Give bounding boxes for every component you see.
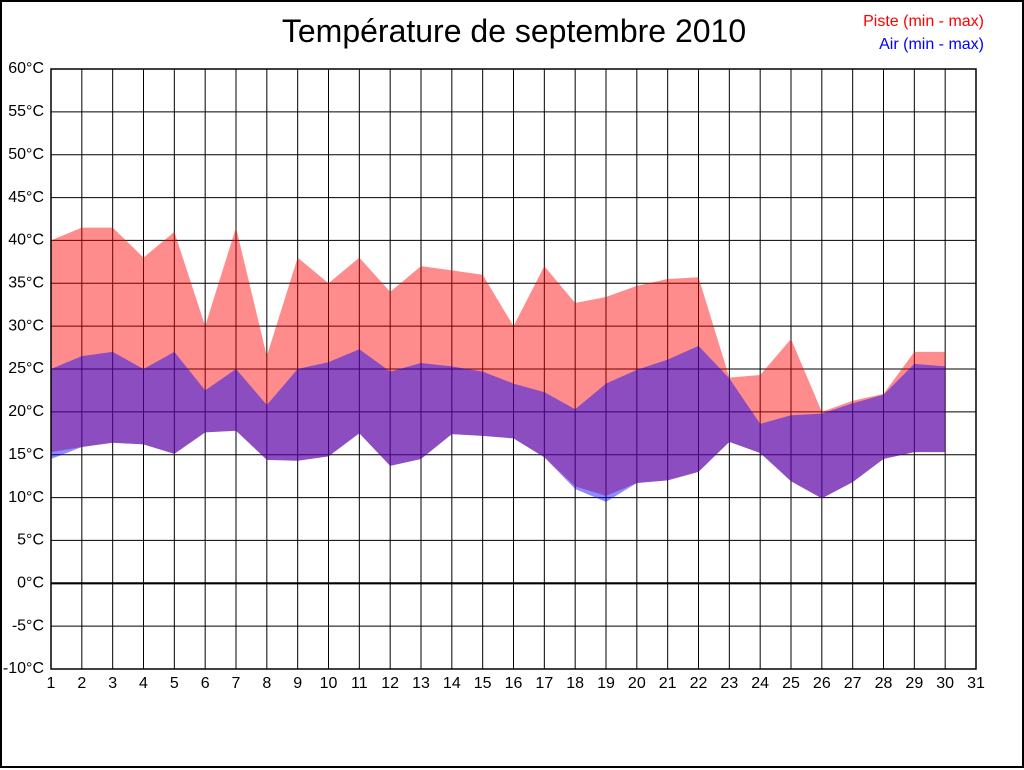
svg-text:29: 29 [905,675,923,692]
svg-text:15: 15 [474,675,492,692]
svg-text:-10°C: -10°C [3,660,44,677]
svg-text:7: 7 [232,675,241,692]
svg-text:-5°C: -5°C [12,617,44,634]
svg-text:9: 9 [293,675,302,692]
svg-text:16: 16 [505,675,523,692]
svg-text:15°C: 15°C [8,446,44,463]
svg-text:23: 23 [720,675,738,692]
svg-text:24: 24 [751,675,769,692]
svg-text:26: 26 [813,675,831,692]
svg-text:14: 14 [443,675,461,692]
svg-text:30°C: 30°C [8,317,44,334]
svg-text:21: 21 [659,675,677,692]
svg-text:28: 28 [875,675,893,692]
svg-text:18: 18 [566,675,584,692]
svg-text:31: 31 [967,675,985,692]
svg-text:55°C: 55°C [8,103,44,120]
svg-text:1: 1 [47,675,56,692]
svg-text:40°C: 40°C [8,232,44,249]
svg-text:20°C: 20°C [8,403,44,420]
svg-text:25°C: 25°C [8,360,44,377]
svg-text:17: 17 [535,675,553,692]
svg-text:2: 2 [77,675,86,692]
svg-text:60°C: 60°C [8,60,44,77]
svg-text:25: 25 [782,675,800,692]
svg-text:20: 20 [628,675,646,692]
svg-text:45°C: 45°C [8,189,44,206]
svg-text:27: 27 [844,675,862,692]
svg-text:10°C: 10°C [8,489,44,506]
svg-text:50°C: 50°C [8,146,44,163]
svg-text:4: 4 [139,675,148,692]
svg-text:6: 6 [201,675,210,692]
svg-text:35°C: 35°C [8,275,44,292]
svg-text:11: 11 [351,675,368,692]
svg-text:8: 8 [262,675,271,692]
svg-text:19: 19 [597,675,615,692]
svg-text:13: 13 [412,675,430,692]
svg-text:5°C: 5°C [17,532,44,549]
svg-text:22: 22 [690,675,708,692]
svg-text:12: 12 [381,675,399,692]
svg-text:3: 3 [108,675,117,692]
svg-text:10: 10 [320,675,338,692]
svg-text:0°C: 0°C [17,575,44,592]
svg-text:30: 30 [936,675,954,692]
svg-text:5: 5 [170,675,179,692]
